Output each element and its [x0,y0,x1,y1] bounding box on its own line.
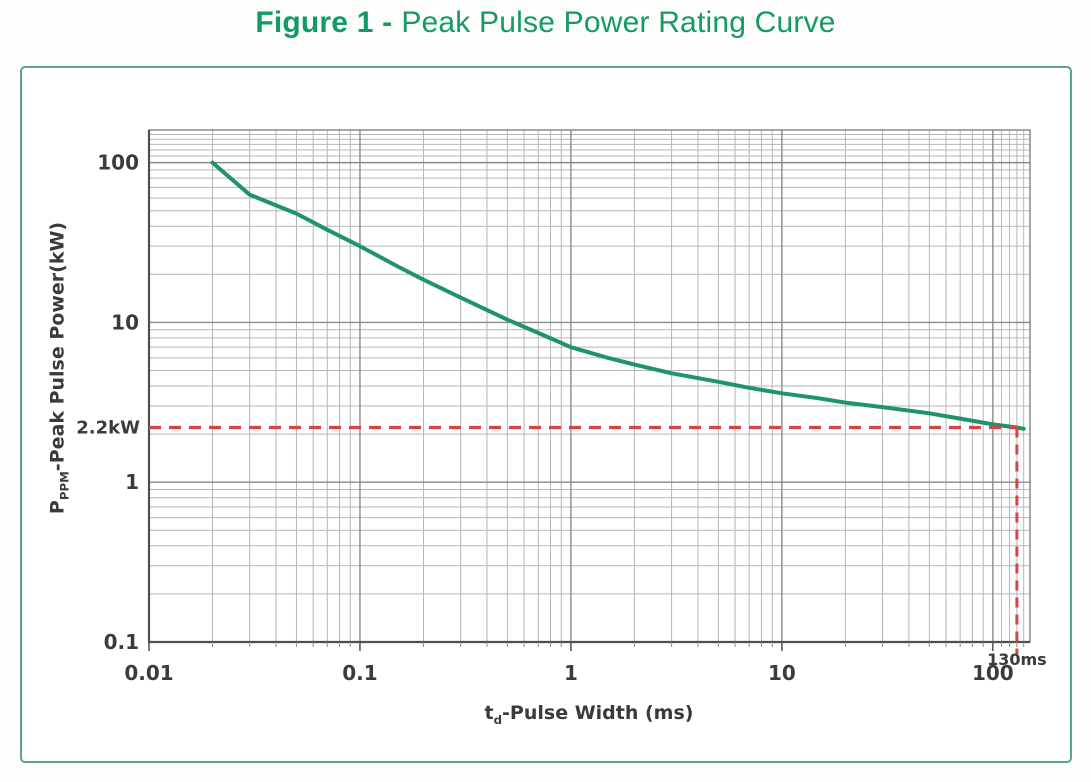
rating-curve [210,160,1026,431]
figure-title-text: Peak Pulse Power Rating Curve [401,6,836,39]
x-axis-label-symbol: t [484,702,494,724]
rating-curve-plot: 2.2kW 130ms 0.01 0.1 1 10 100 0.1 1 10 100 [76,129,1047,685]
y-axis-label-text: -Peak Pulse Power(kW) [46,221,69,472]
x-tick-label: 10 [768,661,796,685]
y-axis-label-subscript: PPM [57,471,72,501]
annotation-label-130ms: 130ms [987,650,1047,669]
x-tick-label: 0.1 [342,661,377,685]
chart-border-box: 2.2kW 130ms 0.01 0.1 1 10 100 0.1 1 10 100 PPPM-Pe… [20,66,1072,763]
y-tick-label: 1 [125,470,139,494]
y-tick-label: 10 [111,310,139,334]
y-axis-label-symbol: P [46,500,69,515]
x-tick-label: 0.01 [124,661,173,685]
x-tick-label: 100 [972,661,1014,685]
figure-title-prefix: Figure 1 - [255,6,393,39]
y-axis-label: PPPM-Peak Pulse Power(kW) [47,222,72,514]
y-tick-label: 0.1 [104,630,139,654]
annotation-label-2-2kw: 2.2kW [76,417,140,438]
x-axis-label-subscript: d [493,712,503,727]
x-axis-label-text: -Pulse Width (ms) [502,702,694,724]
y-tick-label: 100 [97,151,139,175]
figure-title: Figure 1 - Peak Pulse Power Rating Curve [0,6,1091,40]
x-tick-label: 1 [564,661,578,685]
x-axis-label: td-Pulse Width (ms) [485,702,694,727]
